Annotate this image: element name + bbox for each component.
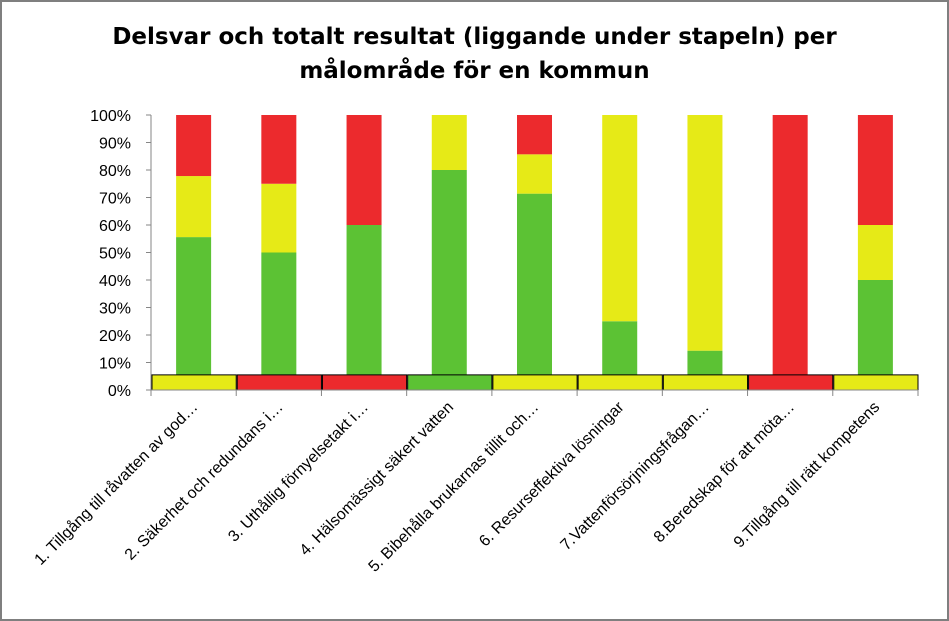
bar-segment: [176, 176, 212, 238]
bar-segment: [431, 170, 467, 390]
bar-segment: [517, 193, 552, 390]
bar-segment: [517, 115, 552, 155]
y-tick-label: 30%: [99, 301, 131, 318]
x-category-label: 1. Tillgång till råvatten av god…: [31, 398, 202, 569]
bar-segment: [857, 225, 893, 280]
y-tick-label: 90%: [99, 136, 131, 153]
total-result-cell: [236, 374, 322, 391]
total-result-cell: [662, 374, 749, 391]
x-category-label: 2. Säkerhet och redundans i…: [122, 399, 287, 564]
y-tick-label: 20%: [99, 328, 131, 345]
chart-title-line-1: Delsvar och totalt resultat (liggande un…: [112, 24, 837, 50]
y-tick-label: 40%: [99, 273, 131, 290]
x-category-label: 6. Resurseffektiva lösningar: [476, 398, 628, 550]
total-result-cell: [833, 374, 919, 391]
bar-segment: [176, 237, 212, 390]
total-result-cell: [321, 374, 408, 391]
bar-segment: [176, 115, 212, 177]
bar-segment: [346, 115, 382, 225]
x-category-label: 4. Hälsomässigt säkert vatten: [297, 399, 457, 559]
y-tick-label: 100%: [90, 108, 131, 125]
total-result-cell: [748, 374, 834, 391]
y-tick-label: 70%: [99, 191, 131, 208]
y-tick-label: 10%: [99, 356, 131, 373]
total-result-cell: [151, 374, 237, 391]
x-category-label: 5. Bibehålla brukarnas tillit och…: [365, 398, 542, 575]
bar-segment: [772, 115, 808, 390]
x-category-label: 8.Beredskap för att möta…: [651, 399, 798, 546]
bar-segment: [261, 115, 297, 184]
x-category-label: 9.Tillgång till rätt kompetens: [730, 398, 883, 551]
total-result-cell: [492, 374, 578, 391]
y-tick-label: 50%: [99, 246, 131, 263]
total-result-cell: [577, 374, 663, 391]
x-category-label: 7.Vattenförsörjningsfrågan…: [557, 398, 713, 554]
y-tick-label: 60%: [99, 218, 131, 235]
y-tick-label: 0%: [108, 383, 131, 400]
bar-segment: [346, 225, 382, 390]
y-tick-label: 80%: [99, 163, 131, 180]
bar-segment: [602, 115, 638, 322]
total-result-cell: [407, 374, 493, 391]
x-category-label: 3. Uthållig förnyelsetakt i…: [225, 398, 372, 545]
bar-segment: [431, 115, 467, 170]
bar-segment: [517, 154, 552, 194]
bar-segment: [857, 115, 893, 225]
chart-title-line-2: målområde för en kommun: [299, 58, 650, 84]
bar-segment: [261, 252, 297, 390]
bar-segment: [261, 183, 297, 253]
bar-segment: [687, 115, 723, 351]
bar-segment: [857, 280, 893, 390]
chart-title: Delsvar och totalt resultat (liggande un…: [0, 20, 949, 88]
